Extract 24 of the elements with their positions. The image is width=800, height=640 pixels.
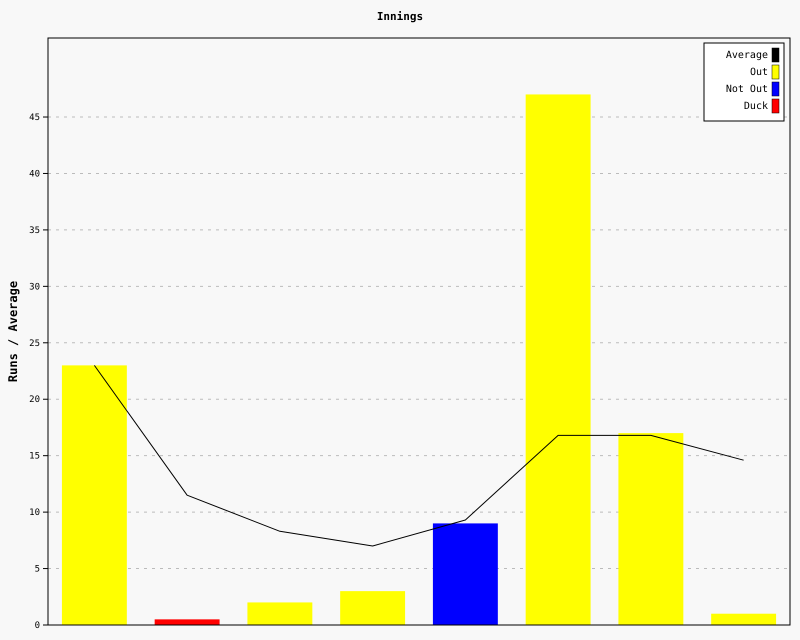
legend-label: Out xyxy=(750,67,768,78)
y-tick-label: 45 xyxy=(29,113,40,124)
y-tick-label: 20 xyxy=(29,395,40,406)
y-axis-title: Runs / Average xyxy=(6,280,20,382)
bar xyxy=(432,523,498,625)
y-tick-label: 35 xyxy=(29,226,40,236)
y-tick-label: 30 xyxy=(29,282,40,292)
bar xyxy=(526,94,591,625)
bar xyxy=(247,602,312,625)
legend-label: Duck xyxy=(744,101,768,112)
legend-label: Not Out xyxy=(726,84,768,95)
legend-label: Average xyxy=(726,50,768,61)
bar xyxy=(62,365,127,625)
y-tick-label: 25 xyxy=(29,338,40,349)
chart-title: Innings xyxy=(376,10,424,23)
y-tick-label: 10 xyxy=(29,508,40,518)
bar xyxy=(711,614,776,625)
bar xyxy=(340,591,406,625)
y-tick-label: 0 xyxy=(34,621,40,631)
y-tick-label: 5 xyxy=(34,564,40,575)
y-tick-label: 15 xyxy=(29,452,40,462)
y-tick-label: 40 xyxy=(29,169,40,180)
line-series xyxy=(94,364,744,546)
bar xyxy=(618,433,684,625)
